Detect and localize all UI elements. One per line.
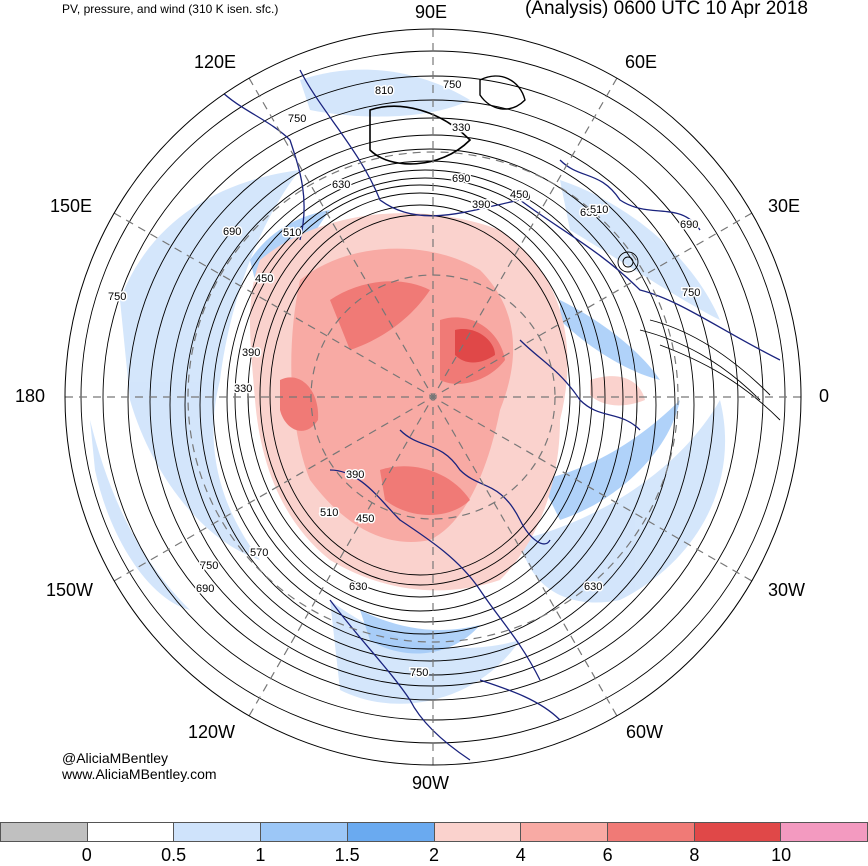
colorbar-tick-label: 1 — [255, 845, 266, 865]
colorbar-tick-label: 1.5 — [334, 845, 360, 865]
lon-label-120e: 120E — [194, 52, 237, 72]
polar-map: 7508107506906305705104503903307506906305… — [64, 28, 802, 766]
lon-label-180: 180 — [15, 386, 46, 406]
contour-label: 750 — [200, 560, 218, 572]
contour-label: 750 — [108, 291, 126, 303]
colorbar-tick-label: 6 — [602, 845, 613, 865]
contour-label: 570 — [512, 191, 530, 203]
colorbar-segment — [434, 822, 522, 842]
lon-label-60w: 60W — [626, 722, 664, 742]
colorbar — [0, 822, 868, 842]
contour-label: 750 — [410, 667, 428, 679]
coastlines — [219, 69, 781, 761]
lon-label-0: 0 — [819, 386, 830, 406]
pv-high-shading — [250, 213, 645, 591]
contour-label: 750 — [682, 287, 700, 299]
lon-label-150w: 150W — [46, 580, 94, 600]
colorbar-tick-label: 8 — [689, 845, 700, 865]
lon-label-150e: 150E — [50, 196, 93, 216]
contour-label: 690 — [223, 226, 241, 238]
contour-label: 450 — [510, 189, 528, 201]
contour-label: 510 — [320, 507, 338, 519]
contour-label: 450 — [356, 513, 374, 525]
contour-label: 450 — [255, 273, 273, 285]
lon-label-90w: 90W — [412, 773, 450, 793]
contour-label: 750 — [288, 113, 306, 125]
colorbar-tick-label: 0.5 — [161, 845, 187, 865]
contour-label: 810 — [375, 85, 393, 97]
colorbar-segment — [87, 822, 175, 842]
colorbar-segment — [261, 822, 348, 842]
colorbar-segment — [0, 822, 88, 842]
colorbar-tick-label: 2 — [428, 845, 440, 865]
contour-label: 630 — [349, 581, 367, 593]
colorbar-segment — [694, 822, 782, 842]
colorbar-segment — [521, 822, 608, 842]
map-boundary — [64, 28, 802, 766]
contour-label: 390 — [242, 347, 260, 359]
colorbar-tick-label: 0 — [81, 845, 92, 865]
lon-label-120w: 120W — [188, 722, 236, 742]
colorbar-tick-label: 10 — [771, 845, 792, 865]
contour-label: 510 — [590, 204, 608, 216]
contour-label: 690 — [452, 173, 470, 185]
contour-label: 570 — [250, 547, 268, 559]
contour-label: 390 — [472, 199, 490, 211]
contour-label: 690 — [680, 219, 698, 231]
contour-labels: 7508107506906305705104503903307506906305… — [107, 78, 702, 681]
contour-label: 690 — [196, 583, 214, 595]
contour-label: 330 — [234, 383, 252, 395]
contour-label: 630 — [584, 581, 602, 593]
lon-label-90e: 90E — [415, 2, 448, 22]
credit-handle: @AliciaMBentley — [62, 750, 169, 766]
colorbar-segment — [174, 822, 262, 842]
lon-label-30e: 30E — [768, 196, 801, 216]
colorbar-tick-label: 4 — [515, 845, 526, 865]
map-field — [65, 29, 801, 765]
lon-label-60e: 60E — [625, 52, 658, 72]
colorbar-segment — [607, 822, 695, 842]
contour-label: 330 — [452, 122, 470, 134]
colorbar-segment — [347, 822, 435, 842]
contour-label: 390 — [346, 469, 364, 481]
contour-label: 630 — [332, 179, 350, 191]
contour-label: 630 — [580, 207, 598, 219]
credit-website: www.AliciaMBentley.com — [62, 766, 217, 782]
colorbar-segment — [781, 822, 868, 842]
map-subtitle: PV, pressure, and wind (310 K isen. sfc.… — [62, 2, 279, 16]
lon-label-30w: 30W — [768, 580, 806, 600]
graticule — [65, 29, 801, 765]
contour-label: 750 — [443, 79, 461, 91]
contour-label: 510 — [283, 227, 301, 239]
map-title: (Analysis) 0600 UTC 10 Apr 2018 — [524, 0, 808, 19]
